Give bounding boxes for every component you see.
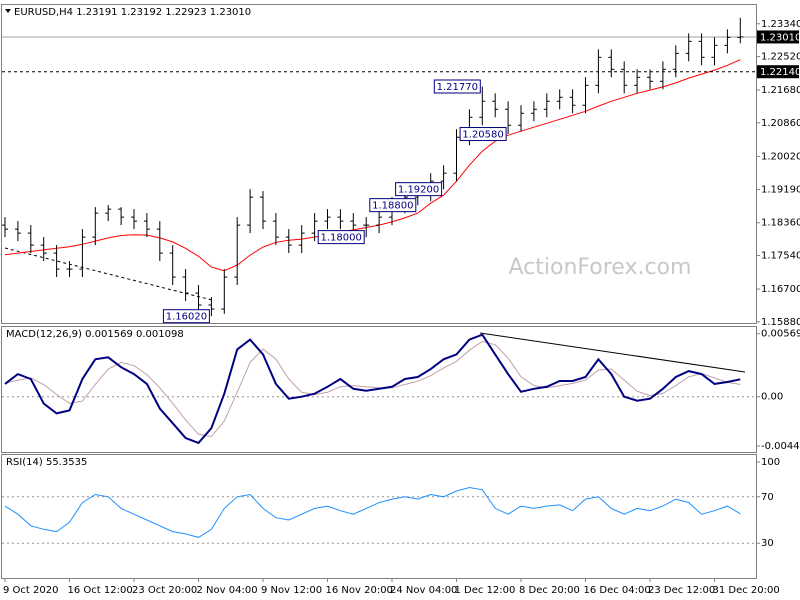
x-tick-label: 2 Nov 04:00: [197, 585, 258, 596]
y-tick-label: 30: [761, 538, 774, 549]
macd-line: [4, 333, 741, 445]
price-line-label: 1.23010: [760, 32, 800, 43]
x-tick-label: 1 Dec 12:00: [455, 585, 516, 596]
moving-average: [4, 59, 741, 272]
x-tick-label: 24 Nov 04:00: [390, 585, 457, 596]
price-pane: [1, 4, 757, 324]
y-tick-label: 1.16700: [761, 284, 800, 295]
y-tick-label: 0.00: [761, 392, 783, 403]
x-tick-label: 16 Oct 12:00: [68, 585, 133, 596]
annotation-label: 1.18800: [372, 201, 413, 212]
annotation-label: 1.19200: [398, 185, 439, 196]
annotation-label: 1.20580: [462, 130, 503, 141]
macd-trend-line: [479, 332, 746, 373]
y-tick-label: -0.00446: [761, 441, 800, 452]
x-tick-label: 31 Dec 20:00: [713, 585, 780, 596]
annotation-label: 1.18000: [321, 233, 362, 244]
annotation-label: 1.21770: [437, 82, 478, 93]
price-line-box: [757, 65, 799, 79]
y-tick-label: 1.17540: [761, 250, 800, 261]
x-tick-label: 9 Nov 12:00: [261, 585, 322, 596]
annotation-box: [317, 230, 365, 245]
y-tick-label: 1.21680: [761, 85, 800, 96]
y-tick-label: 1.22520: [761, 52, 800, 63]
y-tick-label: 1.19190: [761, 185, 800, 196]
annotation-label: 1.16020: [166, 312, 207, 323]
price-line-box: [757, 30, 799, 44]
rsi-pane: [1, 454, 757, 579]
y-tick-label: 1.18360: [761, 218, 800, 229]
x-tick-label: 9 Oct 2020: [3, 585, 58, 596]
x-tick-label: 16 Nov 20:00: [326, 585, 393, 596]
signal-line: [4, 340, 741, 438]
annotation-box: [395, 182, 443, 197]
rsi-line: [4, 486, 741, 538]
pane-title: RSI(14) 55.3535: [6, 457, 87, 468]
x-tick-label: 23 Oct 20:00: [132, 585, 197, 596]
pane-title: MACD(12,26,9) 0.001569 0.001098: [6, 329, 184, 340]
y-tick-label: 1.23340: [761, 19, 800, 30]
annotation-box: [459, 127, 507, 142]
watermark: ActionForex.com: [509, 255, 692, 280]
pane-title: EURUSD,H4 1.23191 1.23192 1.22923 1.2301…: [14, 7, 251, 18]
y-tick-label: 1.15880: [761, 317, 800, 328]
y-tick-label: 1.20860: [761, 118, 800, 129]
y-tick-label: 0.00569: [761, 329, 800, 340]
y-tick-label: 70: [761, 492, 774, 503]
y-tick-label: 100: [761, 457, 780, 468]
y-tick-label: 1.20020: [761, 151, 800, 162]
x-tick-label: 16 Dec 04:00: [584, 585, 651, 596]
trend-line: [4, 247, 213, 301]
x-tick-label: 8 Dec 20:00: [519, 585, 580, 596]
collapse-icon: [5, 9, 11, 13]
macd-pane: [1, 326, 757, 453]
annotation-box: [369, 198, 417, 213]
x-tick-label: 23 Dec 12:00: [648, 585, 715, 596]
annotation-box: [433, 79, 481, 94]
price-line-label: 1.22140: [760, 67, 800, 78]
annotation-box: [162, 309, 210, 324]
